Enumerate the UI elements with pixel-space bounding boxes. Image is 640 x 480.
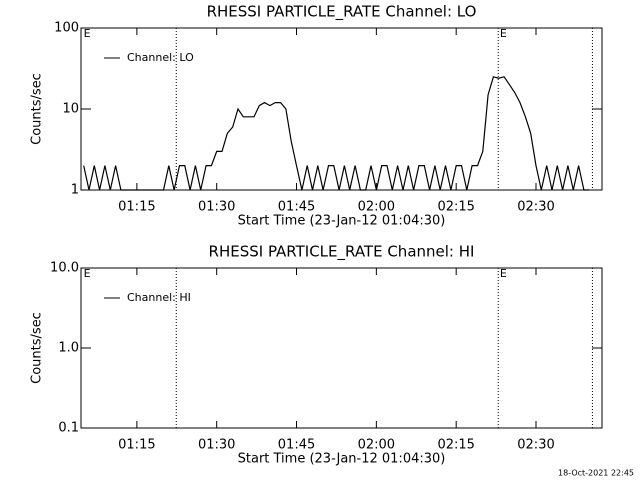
data-line xyxy=(83,76,590,191)
x-tick-label: 02:00 xyxy=(358,438,395,453)
x-tick-label: 01:30 xyxy=(198,438,235,453)
x-axis-label: Start Time (23-Jan-12 01:04:30) xyxy=(238,452,446,467)
chart-title: RHESSI PARTICLE_RATE Channel: HI xyxy=(209,243,475,262)
x-tick-label: 01:45 xyxy=(278,438,315,453)
x-tick-label: 01:45 xyxy=(278,200,315,215)
x-tick-label: 01:15 xyxy=(118,200,155,215)
timestamp: 18-Oct-2021 22:45 xyxy=(558,469,634,478)
legend-label: Channel: HI xyxy=(127,291,191,304)
y-tick-label: 10.0 xyxy=(50,261,79,276)
x-tick-label: 02:30 xyxy=(517,200,554,215)
x-tick-label: 02:00 xyxy=(358,200,395,215)
chart-title: RHESSI PARTICLE_RATE Channel: LO xyxy=(207,3,477,22)
event-label: E xyxy=(84,27,91,40)
x-tick-label: 02:30 xyxy=(517,438,554,453)
y-tick-label: 1 xyxy=(71,183,79,198)
y-axis-label: Counts/sec xyxy=(30,312,45,384)
event-label: E xyxy=(84,267,91,280)
x-tick-label: 02:15 xyxy=(437,438,474,453)
x-axis-label: Start Time (23-Jan-12 01:04:30) xyxy=(238,214,446,229)
event-label: E xyxy=(500,267,507,280)
y-tick-label: 0.1 xyxy=(58,421,79,436)
y-tick-label: 100 xyxy=(54,21,79,36)
x-tick-label: 01:30 xyxy=(198,200,235,215)
y-tick-label: 1.0 xyxy=(58,341,79,356)
y-axis-label: Counts/sec xyxy=(30,73,45,145)
event-label: E xyxy=(500,27,507,40)
x-tick-label: 02:15 xyxy=(437,200,474,215)
x-tick-label: 01:15 xyxy=(118,438,155,453)
legend-label: Channel: LO xyxy=(127,51,194,64)
y-tick-label: 10 xyxy=(62,102,79,117)
